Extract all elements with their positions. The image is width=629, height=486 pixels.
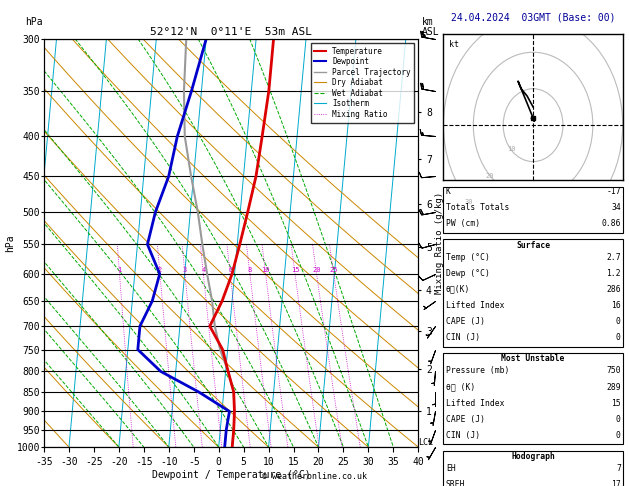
Text: 6: 6: [228, 267, 232, 274]
Text: 0: 0: [616, 431, 621, 440]
Text: LCL: LCL: [418, 438, 433, 447]
Text: 1: 1: [118, 267, 121, 274]
Text: 20: 20: [486, 173, 494, 179]
Text: 4: 4: [201, 267, 206, 274]
Text: 1.2: 1.2: [606, 269, 621, 278]
Text: CIN (J): CIN (J): [446, 333, 480, 342]
Text: 10: 10: [262, 267, 270, 274]
Text: 15: 15: [291, 267, 299, 274]
Text: 30: 30: [464, 199, 473, 205]
Text: 0: 0: [616, 317, 621, 326]
Text: 3: 3: [183, 267, 187, 274]
Text: 24.04.2024  03GMT (Base: 00): 24.04.2024 03GMT (Base: 00): [451, 12, 615, 22]
Text: 20: 20: [313, 267, 321, 274]
Text: 8: 8: [248, 267, 252, 274]
Text: Lifted Index: Lifted Index: [446, 399, 504, 408]
Text: 0.86: 0.86: [601, 219, 621, 228]
Y-axis label: Mixing Ratio (g/kg): Mixing Ratio (g/kg): [435, 192, 443, 294]
Text: 2: 2: [158, 267, 162, 274]
Text: Hodograph: Hodograph: [511, 452, 555, 461]
Text: SREH: SREH: [446, 480, 465, 486]
Text: 0: 0: [616, 333, 621, 342]
X-axis label: Dewpoint / Temperature (°C): Dewpoint / Temperature (°C): [152, 469, 311, 480]
Text: Temp (°C): Temp (°C): [446, 253, 490, 262]
Text: © weatheronline.co.uk: © weatheronline.co.uk: [262, 472, 367, 481]
Text: K: K: [446, 187, 451, 196]
Text: km: km: [421, 17, 433, 27]
Text: 0: 0: [616, 415, 621, 424]
Text: CIN (J): CIN (J): [446, 431, 480, 440]
Text: -17: -17: [606, 187, 621, 196]
Text: 750: 750: [606, 366, 621, 376]
Text: 286: 286: [606, 285, 621, 294]
Text: 16: 16: [611, 301, 621, 310]
Text: hPa: hPa: [25, 17, 43, 27]
Text: PW (cm): PW (cm): [446, 219, 480, 228]
Text: 34: 34: [611, 203, 621, 212]
Text: 2.7: 2.7: [606, 253, 621, 262]
Title: 52°12'N  0°11'E  53m ASL: 52°12'N 0°11'E 53m ASL: [150, 27, 312, 37]
Text: Most Unstable: Most Unstable: [501, 354, 565, 364]
Text: 17: 17: [611, 480, 621, 486]
Text: ASL: ASL: [421, 27, 439, 37]
Text: Pressure (mb): Pressure (mb): [446, 366, 509, 376]
Text: θᴄ (K): θᴄ (K): [446, 382, 476, 392]
Y-axis label: hPa: hPa: [5, 234, 15, 252]
Text: Totals Totals: Totals Totals: [446, 203, 509, 212]
Text: Dewp (°C): Dewp (°C): [446, 269, 490, 278]
Text: 10: 10: [508, 146, 516, 153]
Text: Surface: Surface: [516, 241, 550, 250]
Text: CAPE (J): CAPE (J): [446, 317, 485, 326]
Text: EH: EH: [446, 464, 456, 473]
Text: 15: 15: [611, 399, 621, 408]
Text: 289: 289: [606, 382, 621, 392]
Text: kt: kt: [449, 40, 459, 49]
Text: θᴄ(K): θᴄ(K): [446, 285, 470, 294]
Text: Lifted Index: Lifted Index: [446, 301, 504, 310]
Text: CAPE (J): CAPE (J): [446, 415, 485, 424]
Legend: Temperature, Dewpoint, Parcel Trajectory, Dry Adiabat, Wet Adiabat, Isotherm, Mi: Temperature, Dewpoint, Parcel Trajectory…: [311, 43, 415, 122]
Text: 7: 7: [616, 464, 621, 473]
Text: 25: 25: [330, 267, 338, 274]
